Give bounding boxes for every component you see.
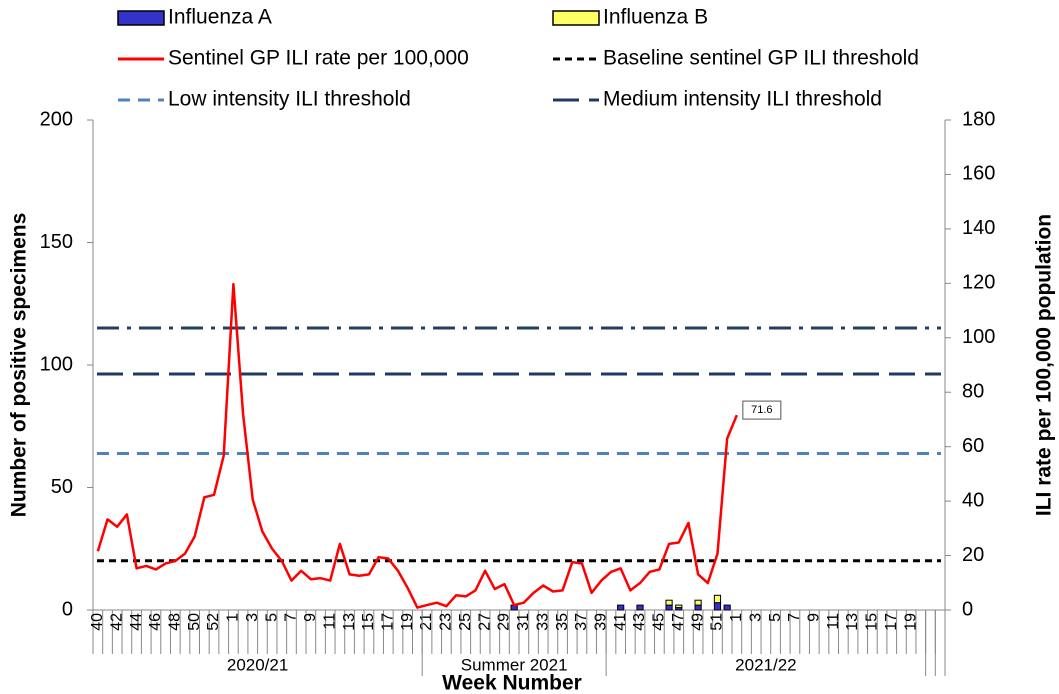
bar [694,604,702,611]
bar [636,604,644,611]
bar [694,599,702,606]
x-tick-label: 42 [108,613,125,631]
bar [617,604,625,611]
y2-tick-label: 80 [962,381,984,403]
y-tick-label: 0 [62,598,73,620]
legend-label: Influenza B [603,6,708,29]
legend-label: Low intensity ILI threshold [168,88,411,111]
x-tick-label: 33 [534,613,551,631]
bar [713,594,722,604]
x-tick-label: 9 [806,613,823,622]
x-tick-label: 35 [554,613,571,631]
y2-tick-label: 120 [962,272,995,294]
x-tick-label: 39 [593,613,610,631]
y-tick-label: 200 [40,108,73,130]
x-tick-label: 9 [302,613,319,622]
group-label: 2021/22 [735,655,796,674]
y-tick-label: 150 [40,231,73,253]
legend-swatch [552,10,600,26]
y-tick-label: 100 [40,353,73,375]
x-tick-label: 19 [399,613,416,631]
x-tick-label: 51 [709,613,726,631]
group-label: 2020/21 [227,655,288,674]
x-tick-label: 1 [225,613,242,622]
x-axis-title: Week Number [442,672,582,694]
y2-tick-label: 20 [962,544,984,566]
legend-swatch [117,10,165,26]
y2-tick-label: 140 [962,217,995,239]
legend-label: Medium intensity ILI threshold [603,88,882,111]
legend-label: Influenza A [168,6,272,29]
y-axis-title: Number of positive specimens [8,213,31,518]
y-tick-label: 50 [51,476,73,498]
y2-tick-label: 0 [962,598,973,620]
x-tick-label: 19 [902,613,919,631]
legend-label: Sentinel GP ILI rate per 100,000 [168,47,469,70]
x-tick-label: 48 [167,613,184,631]
x-tick-label: 11 [321,613,338,630]
x-tick-label: 43 [631,613,648,631]
x-tick-label: 1 [728,613,745,622]
x-tick-label: 21 [418,613,435,631]
bar [675,604,683,609]
x-tick-label: 11 [825,613,842,630]
y2-axis-title: ILI rate per 100,000 population [1033,214,1056,516]
y2-tick-label: 180 [962,108,995,130]
data-label: 71.6 [751,404,772,416]
x-tick-label: 45 [651,613,668,631]
data-label-box [742,400,782,420]
bar [665,604,673,611]
x-tick-label: 3 [747,613,764,622]
x-tick-label: 7 [786,613,803,622]
y2-tick-label: 60 [962,435,984,457]
x-tick-label: 31 [515,613,532,631]
x-tick-label: 40 [89,613,106,631]
x-tick-label: 5 [767,613,784,622]
group-label: Summer 2021 [461,655,568,674]
x-tick-label: 37 [573,613,590,631]
x-tick-label: 15 [360,613,377,631]
x-tick-label: 17 [883,613,900,631]
y2-tick-label: 40 [962,489,984,511]
legend-label: Baseline sentinel GP ILI threshold [603,47,919,70]
x-tick-label: 5 [263,613,280,622]
ili-line [96,282,738,609]
x-tick-label: 15 [864,613,881,631]
x-tick-label: 50 [186,613,203,631]
x-tick-label: 29 [496,613,513,631]
x-tick-label: 41 [612,613,629,631]
x-tick-label: 52 [205,613,222,631]
bar [713,602,722,611]
x-tick-label: 46 [147,613,164,631]
bar [723,604,731,611]
y2-tick-label: 100 [962,326,995,348]
x-tick-label: 23 [438,613,455,631]
x-tick-label: 17 [380,613,397,631]
bar [665,599,673,606]
x-tick-label: 49 [689,613,706,631]
x-tick-label: 25 [457,613,474,631]
x-tick-label: 27 [476,613,493,631]
x-tick-label: 47 [670,613,687,631]
x-tick-label: 3 [244,613,261,622]
x-tick-label: 7 [283,613,300,622]
x-tick-label: 44 [128,613,145,631]
x-tick-label: 13 [844,613,861,631]
x-tick-label: 13 [341,613,358,631]
y2-tick-label: 160 [962,163,995,185]
